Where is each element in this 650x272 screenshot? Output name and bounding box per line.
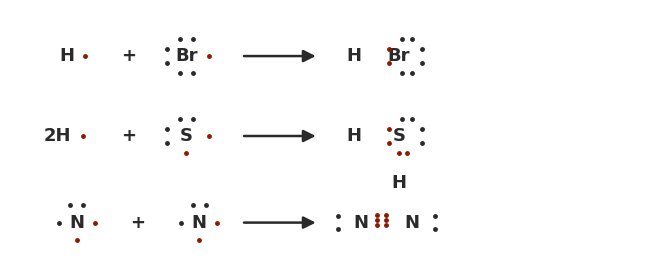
Text: +: + [121,127,136,145]
Text: H: H [346,127,361,145]
Text: H: H [60,47,75,65]
Text: N: N [192,214,207,231]
Text: N: N [70,214,84,231]
Text: S: S [393,127,406,145]
Text: H: H [346,47,361,65]
Text: Br: Br [176,47,198,65]
Text: Br: Br [388,47,410,65]
Text: H: H [391,174,407,192]
Text: S: S [180,127,193,145]
Text: +: + [131,214,146,231]
Text: 2H: 2H [44,127,72,145]
Text: N: N [353,214,368,231]
Text: +: + [121,47,136,65]
Text: N: N [404,214,419,231]
